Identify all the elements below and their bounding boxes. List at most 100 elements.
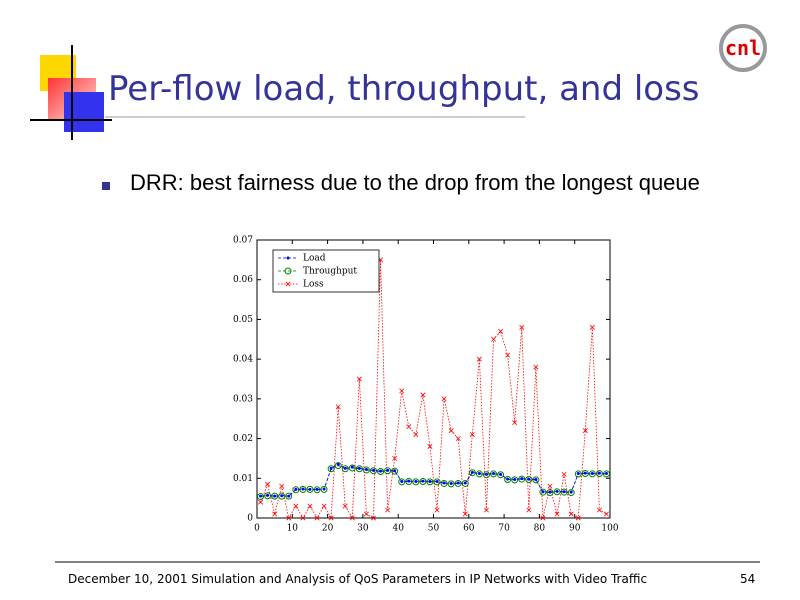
point xyxy=(286,515,292,521)
y-tick-label: 0.02 xyxy=(233,434,253,444)
point xyxy=(603,511,609,517)
point xyxy=(533,364,539,370)
point xyxy=(526,507,532,513)
point xyxy=(534,477,538,481)
point xyxy=(329,466,333,470)
point xyxy=(588,470,596,478)
point xyxy=(426,478,434,486)
x-tick-label: 90 xyxy=(569,524,581,534)
x-tick-label: 80 xyxy=(534,524,546,534)
point xyxy=(400,479,404,483)
point xyxy=(279,483,285,489)
point xyxy=(541,490,545,494)
point xyxy=(435,479,439,483)
point xyxy=(421,479,425,483)
x-tick-label: 60 xyxy=(463,524,475,534)
point xyxy=(463,481,467,485)
point xyxy=(499,472,503,476)
point xyxy=(349,515,355,521)
logo-ring xyxy=(719,24,767,72)
point xyxy=(386,468,390,472)
point xyxy=(357,466,361,470)
legend-label: Loss xyxy=(303,280,324,290)
point xyxy=(362,466,370,474)
point xyxy=(590,472,594,476)
point xyxy=(265,481,271,487)
point xyxy=(293,503,299,509)
legend-label: Load xyxy=(303,254,326,264)
point xyxy=(555,489,559,493)
point xyxy=(348,464,356,472)
point xyxy=(343,466,347,470)
point xyxy=(497,471,505,479)
slide-title: Per-flow load, throughput, and loss xyxy=(108,69,700,109)
logo: cnl xyxy=(725,36,761,60)
point xyxy=(532,476,540,484)
point xyxy=(341,465,349,473)
point xyxy=(498,328,504,334)
x-tick-label: 30 xyxy=(357,524,369,534)
point xyxy=(257,493,265,501)
point xyxy=(475,470,483,478)
point xyxy=(379,469,383,473)
point xyxy=(574,470,582,478)
point xyxy=(492,472,496,476)
x-tick-label: 40 xyxy=(392,524,404,534)
point xyxy=(406,424,412,430)
point xyxy=(385,507,391,513)
point xyxy=(511,476,519,484)
x-tick-label: 50 xyxy=(428,524,440,534)
deco-blue xyxy=(64,92,104,132)
point xyxy=(513,477,517,481)
point xyxy=(449,481,453,485)
point xyxy=(292,486,300,494)
point xyxy=(527,477,531,481)
point xyxy=(569,490,573,494)
point xyxy=(414,479,418,483)
y-tick-label: 0.01 xyxy=(233,474,253,484)
point xyxy=(491,336,496,342)
page-number: 54 xyxy=(740,572,755,586)
footer: December 10, 2001 Simulation and Analysi… xyxy=(68,572,647,586)
point xyxy=(455,436,461,442)
point xyxy=(504,475,512,483)
point xyxy=(377,468,385,476)
point xyxy=(483,507,489,513)
point xyxy=(287,494,291,498)
x-tick-label: 10 xyxy=(287,524,299,534)
point xyxy=(413,432,419,438)
point xyxy=(280,494,284,498)
point xyxy=(583,471,587,475)
point xyxy=(602,470,610,478)
point xyxy=(582,428,588,434)
legend-marker xyxy=(286,256,290,260)
x-tick-label: 20 xyxy=(322,524,334,534)
x-tick-label: 100 xyxy=(601,524,618,534)
point xyxy=(301,487,305,491)
y-tick-label: 0.06 xyxy=(233,275,253,285)
point xyxy=(567,489,575,497)
point xyxy=(322,487,326,491)
point xyxy=(335,404,341,410)
legend-marker xyxy=(285,281,291,287)
legend-marker xyxy=(284,267,292,275)
point xyxy=(393,469,397,473)
point xyxy=(342,503,348,509)
point xyxy=(441,396,447,402)
point xyxy=(371,468,375,472)
point xyxy=(308,487,312,491)
point xyxy=(428,479,432,483)
point xyxy=(597,471,601,475)
point xyxy=(391,467,399,475)
point xyxy=(546,489,554,497)
point xyxy=(482,471,490,479)
point xyxy=(278,492,286,500)
point xyxy=(596,507,602,513)
point xyxy=(520,477,524,481)
point xyxy=(258,499,264,505)
point xyxy=(272,511,278,517)
point xyxy=(420,392,426,398)
point xyxy=(540,515,546,521)
point xyxy=(442,481,446,485)
point xyxy=(392,455,398,461)
